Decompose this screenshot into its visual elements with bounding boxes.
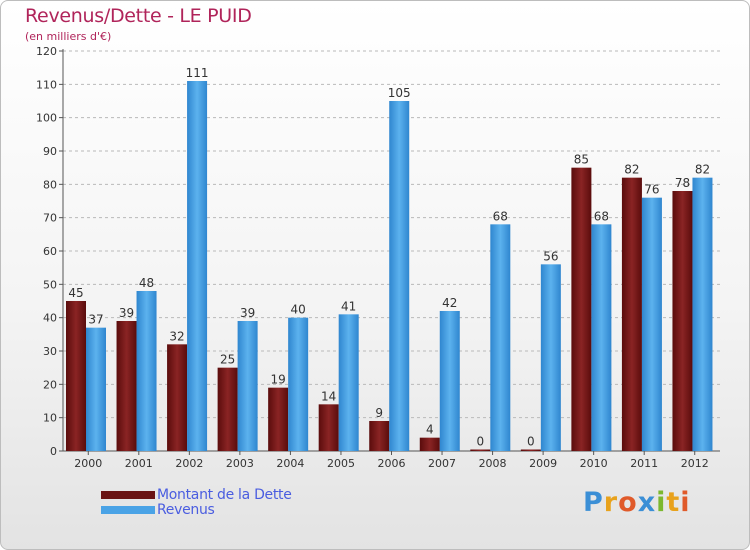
bar-revenue [288, 317, 309, 451]
data-label-revenue: 41 [341, 299, 356, 313]
data-label-debt: 25 [220, 353, 235, 367]
bar-debt [621, 177, 642, 451]
legend-swatch-revenue [101, 505, 155, 514]
data-label-debt: 78 [675, 176, 690, 190]
legend-item-debt: Montant de la Dette [101, 486, 292, 503]
legend-swatch-debt [101, 490, 155, 499]
bar-debt [268, 387, 289, 451]
bar-revenue [86, 327, 106, 451]
data-label-debt: 32 [169, 329, 184, 343]
x-tick-label: 2005 [327, 457, 355, 470]
labels-layer: 2000 45 37 2001 39 48 2002 32 111 2003 25 39 2004 19 4… [68, 66, 710, 470]
bar-debt [470, 449, 491, 451]
data-label-debt: 0 [476, 435, 484, 449]
x-tick-label: 2004 [276, 457, 304, 470]
y-tick-label: 90 [43, 145, 57, 158]
x-tick-label: 2000 [74, 457, 102, 470]
y-tick-label: 30 [43, 345, 57, 358]
x-tick-label: 2011 [630, 457, 658, 470]
data-label-revenue: 42 [442, 296, 457, 310]
y-tick-label: 110 [36, 78, 57, 91]
bar-revenue [540, 264, 561, 451]
bar-debt [672, 191, 693, 451]
x-tick-label: 2006 [378, 457, 406, 470]
x-tick-label: 2001 [125, 457, 153, 470]
data-label-debt: 19 [271, 373, 286, 387]
data-label-revenue: 105 [388, 86, 411, 100]
bar-debt [571, 167, 592, 451]
data-label-debt: 14 [321, 389, 336, 403]
x-tick-label: 2003 [226, 457, 254, 470]
legend: Montant de la Dette Revenus [101, 486, 292, 518]
bar-debt [217, 367, 238, 451]
y-tick-label: 60 [43, 245, 57, 258]
bar-debt [167, 344, 188, 451]
x-tick-label: 2009 [529, 457, 557, 470]
data-label-revenue: 39 [240, 306, 255, 320]
data-label-revenue: 68 [493, 209, 508, 223]
x-tick-label: 2002 [175, 457, 203, 470]
x-tick-label: 2008 [479, 457, 507, 470]
chart-subtitle: (en milliers d'€) [25, 30, 112, 43]
bar-revenue [591, 224, 612, 451]
bar-debt [369, 421, 390, 451]
chart-title: Revenus/Dette - LE PUID [25, 5, 252, 27]
bar-debt [116, 321, 137, 451]
data-label-debt: 4 [426, 423, 434, 437]
data-label-debt: 0 [527, 435, 535, 449]
bar-revenue [338, 314, 359, 451]
x-tick-label: 2012 [681, 457, 709, 470]
y-tick-label: 80 [43, 178, 57, 191]
bar-revenue [439, 311, 460, 451]
bar-revenue [187, 81, 208, 451]
x-tick-label: 2010 [580, 457, 608, 470]
bar-revenue [692, 177, 713, 451]
y-tick-label: 70 [43, 212, 57, 225]
data-label-debt: 39 [119, 306, 134, 320]
data-label-revenue: 40 [291, 303, 306, 317]
bar-debt [66, 301, 86, 451]
proxiti-logo: Proxiti [583, 487, 691, 518]
data-label-revenue: 76 [644, 183, 659, 197]
y-tick-label: 120 [36, 45, 57, 58]
x-tick-label: 2007 [428, 457, 456, 470]
y-tick-label: 50 [43, 278, 57, 291]
bar-revenue [237, 321, 258, 451]
data-label-debt: 82 [624, 163, 639, 177]
y-tick-label: 20 [43, 378, 57, 391]
data-label-debt: 45 [68, 286, 83, 300]
y-tick-label: 0 [50, 445, 57, 458]
bar-revenue [389, 101, 410, 451]
data-label-debt: 9 [375, 406, 383, 420]
data-label-revenue: 82 [695, 163, 710, 177]
data-label-debt: 85 [574, 153, 589, 167]
bar-revenue [136, 291, 157, 451]
data-label-revenue: 48 [139, 276, 154, 290]
y-tick-label: 40 [43, 312, 57, 325]
bar-debt [318, 404, 339, 451]
bars-layer [66, 81, 713, 451]
data-label-revenue: 111 [186, 66, 209, 80]
legend-item-revenue: Revenus [101, 501, 292, 518]
legend-label-debt: Montant de la Dette [157, 486, 292, 503]
bar-revenue [490, 224, 511, 451]
bar-debt [419, 437, 440, 451]
bar-revenue [641, 197, 662, 451]
data-label-revenue: 37 [88, 313, 103, 327]
data-label-revenue: 56 [543, 249, 558, 263]
y-tick-label: 100 [36, 112, 57, 125]
y-tick-label: 10 [43, 412, 57, 425]
data-label-revenue: 68 [594, 209, 609, 223]
legend-label-revenue: Revenus [157, 501, 215, 518]
bar-debt [520, 449, 541, 451]
